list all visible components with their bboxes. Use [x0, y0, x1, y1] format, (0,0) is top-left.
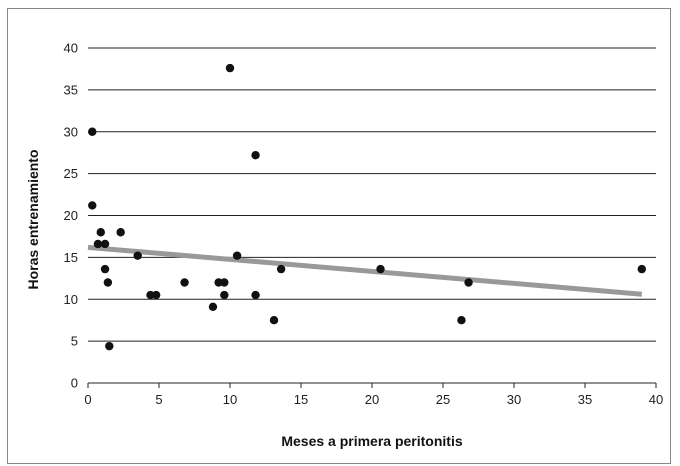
data-point — [464, 278, 473, 287]
chart-frame — [7, 8, 671, 464]
x-tick-label: 20 — [365, 392, 379, 407]
y-tick-label: 40 — [64, 41, 78, 56]
y-tick-label: 0 — [71, 376, 78, 391]
data-points — [88, 63, 646, 351]
data-point — [220, 278, 229, 287]
data-point — [133, 251, 142, 260]
grid-lines — [88, 47, 656, 342]
data-point — [232, 251, 242, 260]
x-axis-ticks: 0 5 10 15 20 25 30 35 40 — [84, 383, 663, 407]
data-point — [100, 239, 110, 249]
x-tick-label: 25 — [436, 392, 450, 407]
x-tick-label: 40 — [649, 392, 663, 407]
x-tick-label: 0 — [84, 392, 91, 407]
data-point — [637, 264, 646, 274]
y-tick-label: 5 — [71, 334, 78, 349]
data-point — [103, 278, 113, 287]
data-point — [151, 290, 161, 300]
y-axis-title: Horas entrenamiento — [25, 149, 41, 289]
data-point — [105, 341, 114, 351]
trendline — [87, 244, 643, 297]
data-point — [116, 228, 125, 237]
data-point — [208, 302, 218, 311]
data-point — [100, 264, 110, 274]
data-point — [276, 264, 286, 274]
data-point — [220, 290, 229, 300]
data-point — [269, 315, 279, 325]
data-point — [88, 127, 97, 136]
data-point — [457, 315, 466, 325]
data-point — [225, 63, 235, 73]
y-tick-label: 35 — [64, 82, 78, 97]
data-point — [88, 201, 97, 210]
x-axis-title: Meses a primera peritonitis — [281, 433, 463, 449]
x-tick-label: 35 — [578, 392, 592, 407]
data-point — [93, 239, 103, 249]
x-tick-label: 10 — [223, 392, 237, 407]
y-axis-ticks: 0 5 10 15 20 25 30 35 40 — [64, 41, 78, 391]
x-tick-label: 15 — [294, 392, 308, 407]
x-tick-label: 5 — [155, 392, 162, 407]
data-point — [96, 228, 105, 237]
data-point — [376, 264, 385, 274]
y-tick-label: 30 — [64, 124, 78, 139]
x-tick-label: 30 — [507, 392, 521, 407]
data-point — [251, 290, 260, 300]
y-tick-label: 20 — [64, 208, 78, 223]
data-point — [251, 151, 260, 160]
y-tick-label: 25 — [64, 166, 78, 181]
y-tick-label: 10 — [64, 292, 78, 307]
y-tick-label: 15 — [64, 250, 78, 265]
data-point — [180, 278, 189, 287]
